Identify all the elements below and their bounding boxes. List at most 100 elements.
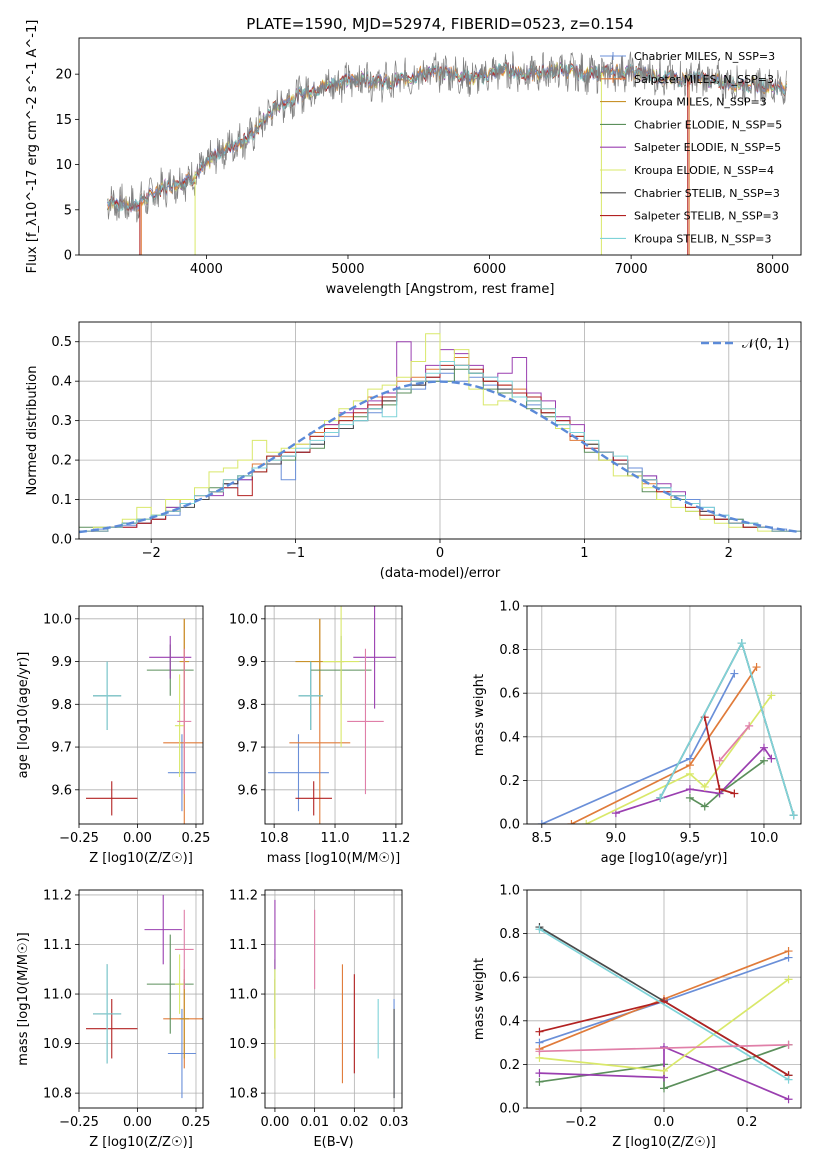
y-tick-label: 0.0 [499, 1102, 520, 1117]
x-tick-label: 10.8 [260, 831, 289, 846]
y-tick-label: 0.0 [499, 818, 520, 833]
y-axis-label: age [log10(age/yr)] [16, 652, 31, 779]
y-tick-label: 9.7 [51, 741, 72, 756]
y-tick-label: 9.9 [237, 655, 258, 670]
x-tick-label: −0.2 [565, 1115, 597, 1130]
x-tick-label: 0 [436, 546, 444, 561]
x-tick-label: 2 [725, 546, 733, 561]
y-tick-label: 0.6 [499, 687, 520, 702]
y-tick-label: 10.0 [43, 612, 72, 627]
massweight-point [660, 1042, 668, 1051]
x-axis-label: mass [log10(M/M☉)] [267, 851, 400, 866]
page-title: PLATE=1590, MJD=52974, FIBERID=0523, z=0… [246, 15, 633, 33]
grid [265, 606, 402, 824]
y-tick-label: 9.7 [237, 741, 258, 756]
axes-frame [264, 605, 403, 825]
axes-frame [264, 889, 403, 1109]
legend-label: Salpeter STELIB, N_SSP=3 [634, 210, 779, 223]
plot-area [268, 606, 396, 824]
y-tick-label: 1.0 [499, 884, 520, 899]
y-tick-label: 10.9 [43, 1037, 72, 1052]
x-tick-label: 0.0 [654, 1115, 675, 1130]
x-tick-label: 11.0 [321, 831, 350, 846]
massweight-point [715, 756, 724, 765]
x-tick-label: 0.03 [380, 1115, 409, 1130]
x-tick-label: 9.0 [606, 831, 627, 846]
legend-label: Kroupa ELODIE, N_SSP=4 [634, 164, 774, 177]
massweight-point [784, 1095, 793, 1104]
x-tick-label: 4000 [190, 262, 223, 277]
massweight-point [685, 761, 694, 770]
y-tick-label: 10 [55, 158, 72, 173]
massweight-line [585, 694, 773, 824]
panel-massweight-vs-Z: −0.2 0.0 0.2 0.0 0.2 0.4 0.6 0.8 1.0 Z [log10(Z/Z… [472, 884, 802, 1150]
y-tick-label: 11.2 [43, 888, 72, 903]
plot-area [537, 639, 798, 824]
massweight-point [685, 769, 694, 778]
x-tick-label: 1 [580, 546, 588, 561]
massweight-point [759, 743, 768, 752]
y-tick-label: 20 [55, 68, 72, 83]
y-tick-label: 0.6 [499, 971, 520, 986]
massweight-point [745, 721, 754, 730]
y-tick-label: 0.0 [51, 533, 72, 548]
x-tick-label: −0.25 [59, 831, 99, 846]
massweight-point [535, 1069, 544, 1078]
legend-label: 𝒩(0, 1) [742, 337, 789, 352]
x-axis-label: Z [log10(Z/Z☉)] [612, 1135, 716, 1150]
massweight-line [539, 1045, 789, 1101]
massweight-line [718, 725, 750, 762]
histogram-step [79, 333, 801, 532]
y-tick-label: 0.8 [499, 927, 520, 942]
y-tick-label: 15 [55, 113, 72, 128]
massweight-point [752, 663, 761, 672]
massweight-point [784, 947, 793, 956]
legend-marker [609, 52, 617, 60]
legend-marker [609, 74, 617, 83]
legend: Chabrier MILES, N_SSP=3 Salpeter MILES, N… [600, 50, 782, 245]
y-tick-label: 0.4 [499, 730, 520, 745]
y-tick-label: 9.8 [237, 698, 258, 713]
x-axis-label: wavelength [Angstrom, rest frame] [326, 282, 555, 297]
y-tick-label: 0.2 [51, 454, 72, 469]
y-tick-label: 5 [64, 203, 72, 218]
massweight-line [659, 640, 795, 816]
grid [265, 890, 402, 1108]
y-tick-label: 9.6 [237, 783, 258, 798]
x-axis-label: Z [log10(Z/Z☉)] [89, 1135, 193, 1150]
y-tick-label: 10.9 [229, 1037, 258, 1052]
x-tick-label: 6000 [473, 262, 506, 277]
x-tick-label: −2 [142, 546, 161, 561]
y-tick-label: 10.8 [43, 1087, 72, 1102]
massweight-point [767, 691, 776, 700]
plot-area [535, 923, 793, 1104]
massweight-point [730, 669, 739, 678]
y-tick-label: 11.1 [43, 938, 72, 953]
panel-spectrum: 4000 5000 6000 7000 8000 0 5 10 15 20 wavelength [… [25, 20, 802, 297]
x-tick-label: 9.5 [680, 831, 701, 846]
massweight-point [660, 1066, 668, 1075]
x-tick-label: 7000 [615, 262, 648, 277]
panel-mass-vs-ebv: 0.00 0.01 0.02 0.03 10.8 10.9 11.0 11.1 11.2 E(B-… [229, 888, 408, 1150]
x-tick-label: 0.25 [182, 831, 211, 846]
x-axis-label: E(B-V) [313, 1135, 353, 1150]
y-tick-label: 0.2 [499, 1058, 520, 1073]
y-tick-label: 11.0 [229, 988, 258, 1003]
plot-area [79, 333, 801, 534]
x-tick-label: −1 [286, 546, 305, 561]
massweight-line [539, 928, 789, 1081]
legend-label: Chabrier STELIB, N_SSP=3 [634, 187, 780, 200]
y-tick-label: 0.5 [51, 335, 72, 350]
massweight-line [659, 640, 795, 816]
y-tick-label: 11.0 [43, 988, 72, 1003]
axes-frame [78, 321, 802, 540]
massweight-line [539, 1043, 789, 1053]
massweight-point [700, 802, 709, 811]
legend-label: Chabrier ELODIE, N_SSP=5 [634, 118, 782, 131]
y-axis-label: mass weight [472, 958, 487, 1040]
x-tick-label: 10.0 [749, 831, 778, 846]
massweight-line [571, 666, 758, 824]
massweight-point [567, 820, 576, 824]
x-tick-label: −0.25 [59, 1115, 99, 1130]
y-tick-label: 9.9 [51, 655, 72, 670]
